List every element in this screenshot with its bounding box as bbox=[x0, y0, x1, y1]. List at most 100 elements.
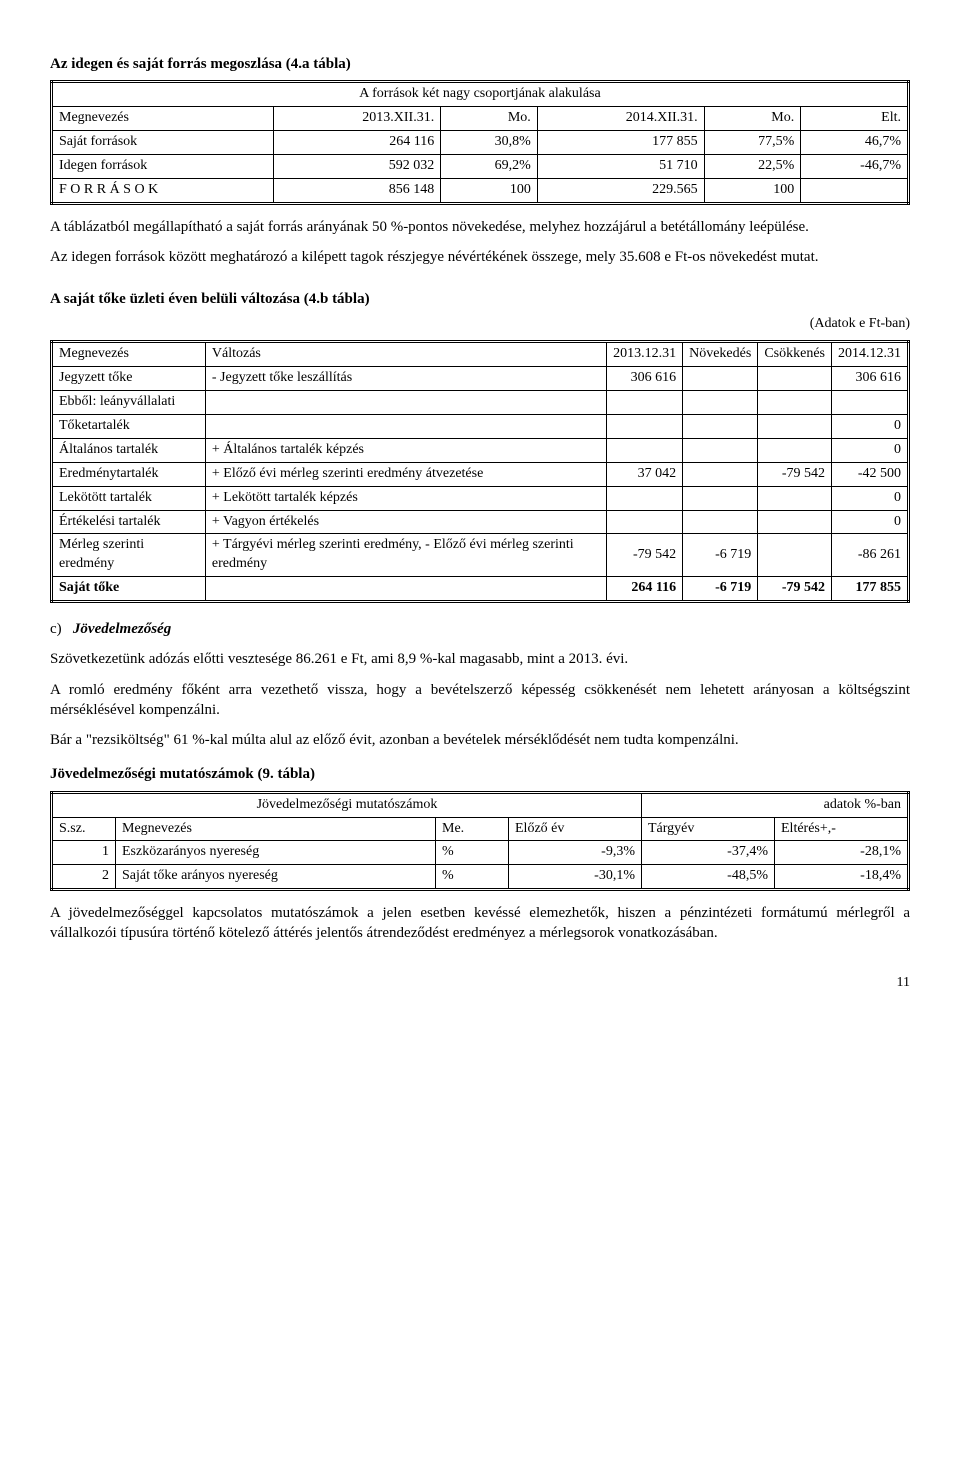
table-row: Általános tartalék+ Általános tartalék k… bbox=[52, 438, 909, 462]
table-cell bbox=[683, 462, 758, 486]
table-row: Saját tőke264 116-6 719-79 542177 855 bbox=[52, 577, 909, 602]
table-4a-header-row: Megnevezés 2013.XII.31. Mo. 2014.XII.31.… bbox=[52, 107, 909, 131]
table-4b-h2: 2013.12.31 bbox=[607, 342, 683, 367]
table-cell: 264 116 bbox=[274, 131, 441, 155]
table-cell: 0 bbox=[831, 510, 908, 534]
table-cell bbox=[683, 510, 758, 534]
table-9-h0: S.sz. bbox=[52, 817, 116, 841]
table-cell: + Vagyon értékelés bbox=[205, 510, 606, 534]
table-cell bbox=[607, 510, 683, 534]
table-4b-h1: Változás bbox=[205, 342, 606, 367]
table-cell: -6 719 bbox=[683, 577, 758, 602]
table-row: Eredménytartalék+ Előző évi mérleg szeri… bbox=[52, 462, 909, 486]
table-row: Lekötött tartalék+ Lekötött tartalék kép… bbox=[52, 486, 909, 510]
table-cell: 100 bbox=[704, 178, 801, 203]
table-cell: Lekötött tartalék bbox=[52, 486, 206, 510]
table-4b-h3: Növekedés bbox=[683, 342, 758, 367]
table-row: Tőketartalék 0 bbox=[52, 415, 909, 439]
table-cell: Saját tőke arányos nyereség bbox=[116, 865, 436, 890]
table-row: Saját források264 11630,8%177 85577,5%46… bbox=[52, 131, 909, 155]
heading-4b: A saját tőke üzleti éven belüli változás… bbox=[50, 289, 910, 309]
table-cell: Értékelési tartalék bbox=[52, 510, 206, 534]
table-cell: + Általános tartalék képzés bbox=[205, 438, 606, 462]
table-cell: -6 719 bbox=[683, 534, 758, 577]
table-row: Mérleg szerinti eredmény+ Tárgyévi mérle… bbox=[52, 534, 909, 577]
table-cell: 856 148 bbox=[274, 178, 441, 203]
table-cell: -79 542 bbox=[607, 534, 683, 577]
table-cell: -42 500 bbox=[831, 462, 908, 486]
table-cell: 0 bbox=[831, 415, 908, 439]
table-cell: -30,1% bbox=[509, 865, 642, 890]
paragraph-4: A romló eredmény főként arra vezethető v… bbox=[50, 680, 910, 721]
table-cell: Mérleg szerinti eredmény bbox=[52, 534, 206, 577]
table-cell: -86 261 bbox=[831, 534, 908, 577]
table-9: Jövedelmezőségi mutatószámok adatok %-ba… bbox=[50, 791, 910, 892]
table-cell bbox=[683, 486, 758, 510]
table-4a-h3: 2014.XII.31. bbox=[537, 107, 704, 131]
table-cell: 30,8% bbox=[441, 131, 538, 155]
table-cell bbox=[758, 415, 832, 439]
table-cell bbox=[607, 438, 683, 462]
table-cell bbox=[683, 438, 758, 462]
section-c-label: c) bbox=[50, 621, 62, 637]
table-row: Értékelési tartalék+ Vagyon értékelés 0 bbox=[52, 510, 909, 534]
table-cell: -79 542 bbox=[758, 577, 832, 602]
table-4b-header-row: Megnevezés Változás 2013.12.31 Növekedés… bbox=[52, 342, 909, 367]
table-cell bbox=[831, 391, 908, 415]
table-4a-h0: Megnevezés bbox=[52, 107, 274, 131]
table-row: 2Saját tőke arányos nyereség%-30,1%-48,5… bbox=[52, 865, 909, 890]
table-4b: Megnevezés Változás 2013.12.31 Növekedés… bbox=[50, 340, 910, 603]
table-9-h5: Eltérés+,- bbox=[775, 817, 909, 841]
table-4a-h1: 2013.XII.31. bbox=[274, 107, 441, 131]
table-4a-caption: A források két nagy csoportjának alakulá… bbox=[52, 82, 909, 107]
table-cell: 264 116 bbox=[607, 577, 683, 602]
table-4a: A források két nagy csoportjának alakulá… bbox=[50, 80, 910, 204]
table-9-header-row: S.sz. Megnevezés Me. Előző év Tárgyév El… bbox=[52, 817, 909, 841]
table-cell bbox=[758, 510, 832, 534]
table-cell: Általános tartalék bbox=[52, 438, 206, 462]
table-cell bbox=[758, 438, 832, 462]
heading-9: Jövedelmezőségi mutatószámok (9. tábla) bbox=[50, 764, 910, 784]
table-cell: Tőketartalék bbox=[52, 415, 206, 439]
table-cell: 306 616 bbox=[607, 367, 683, 391]
table-cell: + Előző évi mérleg szerinti eredmény átv… bbox=[205, 462, 606, 486]
table-cell bbox=[683, 391, 758, 415]
table-cell: Saját tőke bbox=[52, 577, 206, 602]
paragraph-6: A jövedelmezőséggel kapcsolatos mutatósz… bbox=[50, 903, 910, 944]
table-9-h4: Tárgyév bbox=[642, 817, 775, 841]
table-cell: Jegyzett tőke bbox=[52, 367, 206, 391]
table-cell bbox=[758, 391, 832, 415]
table-cell: -28,1% bbox=[775, 841, 909, 865]
table-cell bbox=[205, 577, 606, 602]
table-cell: -48,5% bbox=[642, 865, 775, 890]
section-c: c) Jövedelmezőség bbox=[50, 619, 910, 639]
paragraph-5: Bár a "rezsiköltség" 61 %-kal múlta alul… bbox=[50, 730, 910, 750]
table-cell bbox=[758, 534, 832, 577]
table-cell: 37 042 bbox=[607, 462, 683, 486]
table-cell: 177 855 bbox=[537, 131, 704, 155]
table-cell: Idegen források bbox=[52, 154, 274, 178]
table-cell: 77,5% bbox=[704, 131, 801, 155]
table-9-h1: Megnevezés bbox=[116, 817, 436, 841]
table-cell bbox=[683, 367, 758, 391]
page-number: 11 bbox=[50, 974, 910, 993]
table-cell: -79 542 bbox=[758, 462, 832, 486]
table-cell: + Lekötött tartalék képzés bbox=[205, 486, 606, 510]
table-cell bbox=[607, 486, 683, 510]
section-c-title: Jövedelmezőség bbox=[73, 621, 171, 637]
table-cell: 306 616 bbox=[831, 367, 908, 391]
paragraph-3: Szövetkezetünk adózás előtti vesztesége … bbox=[50, 649, 910, 669]
table-row: Idegen források592 03269,2%51 71022,5%-4… bbox=[52, 154, 909, 178]
table-cell: -37,4% bbox=[642, 841, 775, 865]
table-row: Jegyzett tőke- Jegyzett tőke leszállítás… bbox=[52, 367, 909, 391]
paragraph-2: Az idegen források között meghatározó a … bbox=[50, 247, 910, 267]
table-cell: Saját források bbox=[52, 131, 274, 155]
table-4a-h5: Elt. bbox=[801, 107, 909, 131]
table-4b-h5: 2014.12.31 bbox=[831, 342, 908, 367]
table-cell bbox=[758, 367, 832, 391]
table-4a-h4: Mo. bbox=[704, 107, 801, 131]
table-cell: 1 bbox=[52, 841, 116, 865]
table-9-h3: Előző év bbox=[509, 817, 642, 841]
table-cell: % bbox=[436, 841, 509, 865]
table-cell: 69,2% bbox=[441, 154, 538, 178]
